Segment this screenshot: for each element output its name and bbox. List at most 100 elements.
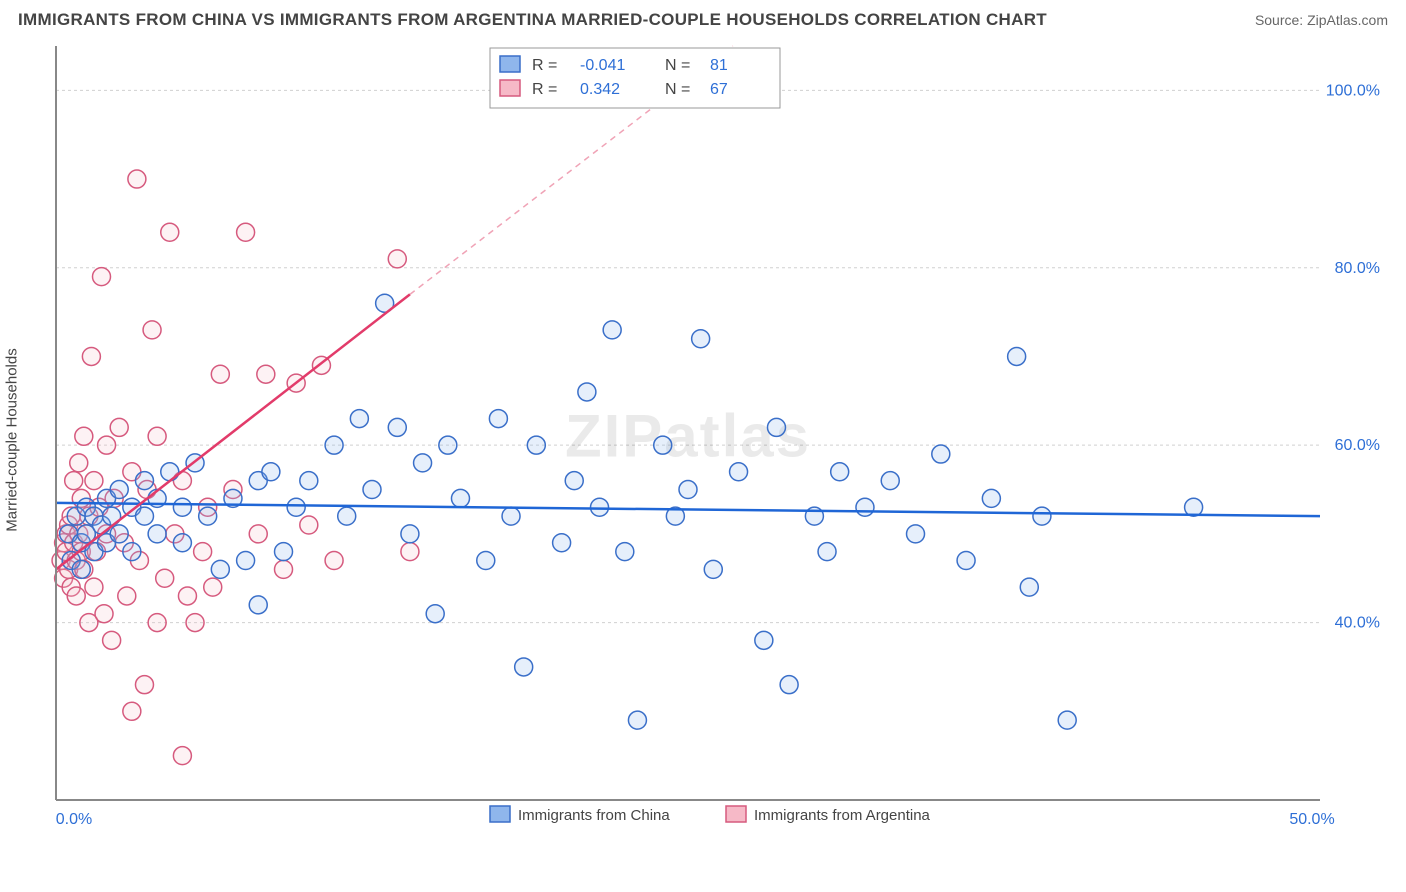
- scatter-point: [831, 463, 849, 481]
- scatter-point: [350, 410, 368, 428]
- scatter-point: [451, 489, 469, 507]
- scatter-point: [489, 410, 507, 428]
- scatter-point: [72, 560, 90, 578]
- scatter-point: [110, 525, 128, 543]
- scatter-point: [1058, 711, 1076, 729]
- scatter-point: [85, 578, 103, 596]
- scatter-point: [439, 436, 457, 454]
- source-label: Source: ZipAtlas.com: [1255, 12, 1388, 28]
- scatter-point: [603, 321, 621, 339]
- scatter-point: [67, 587, 85, 605]
- y-tick-label: 60.0%: [1335, 437, 1380, 454]
- scatter-point: [881, 472, 899, 490]
- scatter-point: [82, 347, 100, 365]
- scatter-point: [249, 596, 267, 614]
- scatter-point: [194, 543, 212, 561]
- scatter-point: [249, 525, 267, 543]
- scatter-point: [818, 543, 836, 561]
- legend-series-label: Immigrants from Argentina: [754, 807, 931, 824]
- trend-line: [56, 503, 1320, 516]
- x-tick-label: 50.0%: [1289, 811, 1334, 828]
- scatter-point: [123, 543, 141, 561]
- scatter-point: [237, 551, 255, 569]
- scatter-point: [957, 551, 975, 569]
- legend-r-label: R =: [532, 57, 557, 74]
- scatter-point: [173, 747, 191, 765]
- scatter-point: [135, 676, 153, 694]
- scatter-point: [477, 551, 495, 569]
- scatter-point: [178, 587, 196, 605]
- scatter-point: [173, 534, 191, 552]
- scatter-point: [275, 543, 293, 561]
- scatter-point: [401, 543, 419, 561]
- legend-swatch: [500, 56, 520, 72]
- scatter-point: [325, 551, 343, 569]
- scatter-point: [93, 268, 111, 286]
- scatter-point: [780, 676, 798, 694]
- scatter-point: [982, 489, 1000, 507]
- legend-r-value: -0.041: [580, 57, 625, 74]
- scatter-point: [907, 525, 925, 543]
- scatter-point: [692, 330, 710, 348]
- scatter-point: [135, 507, 153, 525]
- scatter-point: [211, 560, 229, 578]
- y-tick-label: 40.0%: [1335, 615, 1380, 632]
- scatter-point: [70, 454, 88, 472]
- legend-swatch: [726, 806, 746, 822]
- legend-swatch: [490, 806, 510, 822]
- scatter-point: [704, 560, 722, 578]
- scatter-point: [148, 614, 166, 632]
- scatter-point: [161, 223, 179, 241]
- scatter-point: [110, 481, 128, 499]
- scatter-point: [730, 463, 748, 481]
- legend-n-label: N =: [665, 81, 690, 98]
- scatter-point: [401, 525, 419, 543]
- scatter-point: [628, 711, 646, 729]
- scatter-point: [123, 702, 141, 720]
- scatter-point: [363, 481, 381, 499]
- scatter-point: [204, 578, 222, 596]
- scatter-point: [161, 463, 179, 481]
- scatter-point: [654, 436, 672, 454]
- scatter-point: [257, 365, 275, 383]
- scatter-point: [578, 383, 596, 401]
- scatter-point: [237, 223, 255, 241]
- scatter-point: [186, 614, 204, 632]
- scatter-point: [515, 658, 533, 676]
- scatter-point: [211, 365, 229, 383]
- scatter-point: [755, 631, 773, 649]
- scatter-point: [173, 498, 191, 516]
- scatter-point: [300, 516, 318, 534]
- y-axis-label: Married-couple Households: [4, 348, 21, 531]
- scatter-point: [262, 463, 280, 481]
- scatter-point: [300, 472, 318, 490]
- scatter-point: [85, 472, 103, 490]
- y-tick-label: 80.0%: [1335, 260, 1380, 277]
- scatter-point: [275, 560, 293, 578]
- legend-r-label: R =: [532, 81, 557, 98]
- scatter-point: [679, 481, 697, 499]
- scatter-point: [148, 525, 166, 543]
- scatter-point: [616, 543, 634, 561]
- scatter-point: [135, 472, 153, 490]
- scatter-point: [103, 631, 121, 649]
- x-tick-label: 0.0%: [56, 811, 92, 828]
- legend-swatch: [500, 80, 520, 96]
- scatter-point: [199, 507, 217, 525]
- legend-r-value: 0.342: [580, 81, 620, 98]
- trend-line: [56, 294, 410, 569]
- scatter-point: [527, 436, 545, 454]
- scatter-point: [98, 436, 116, 454]
- scatter-point: [426, 605, 444, 623]
- scatter-point: [287, 498, 305, 516]
- scatter-chart: 40.0%60.0%80.0%100.0%ZIPatlas0.0%50.0%R …: [50, 40, 1390, 840]
- legend-series-label: Immigrants from China: [518, 807, 670, 824]
- chart-title: IMMIGRANTS FROM CHINA VS IMMIGRANTS FROM…: [18, 10, 1047, 30]
- scatter-point: [325, 436, 343, 454]
- scatter-point: [1020, 578, 1038, 596]
- scatter-point: [767, 418, 785, 436]
- plot-area: Married-couple Households 40.0%60.0%80.0…: [50, 40, 1390, 840]
- scatter-point: [148, 427, 166, 445]
- scatter-point: [565, 472, 583, 490]
- scatter-point: [110, 418, 128, 436]
